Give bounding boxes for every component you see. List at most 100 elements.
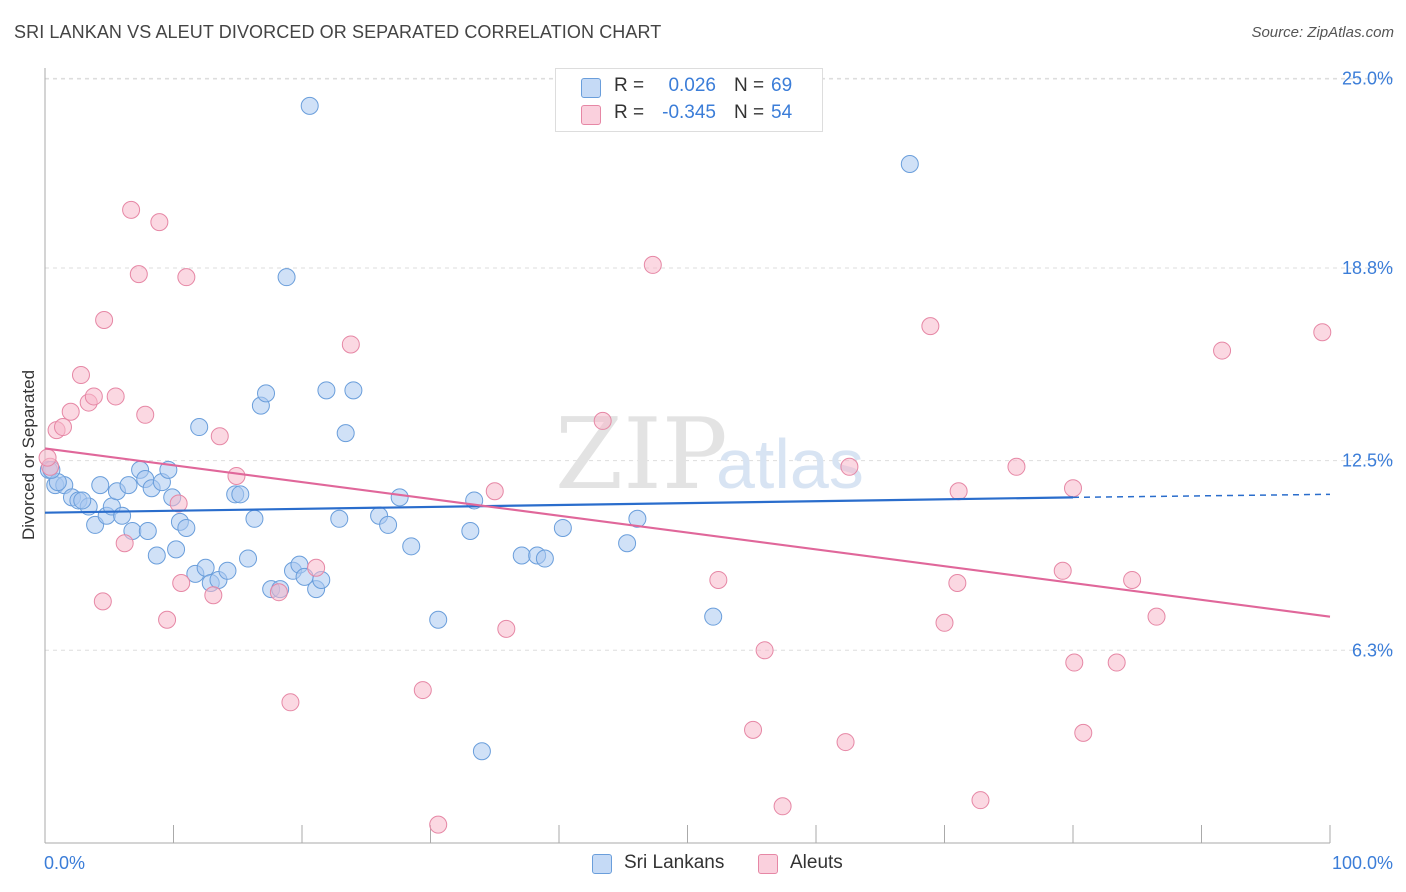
aleut-point	[129, 265, 148, 284]
aleut-point	[1007, 457, 1026, 476]
aleut-point	[158, 610, 177, 629]
aleut-point	[210, 427, 229, 446]
sri-lankan-point	[402, 537, 421, 556]
x-tick-label: 0.0%	[44, 853, 85, 873]
sri-lankan-point	[113, 506, 132, 525]
sri-lankan-point	[628, 509, 647, 528]
aleut-point	[281, 693, 300, 712]
tick-label-layer: 6.3% 12.5% 18.8% 25.0% 0.0% 100.0%	[44, 68, 1393, 873]
aleut-point	[709, 570, 728, 589]
sri-lankan-point	[317, 381, 336, 400]
aleut-point	[755, 641, 774, 660]
sri-lankan-point	[190, 418, 209, 437]
aleut-point	[1053, 561, 1072, 580]
sri-lankan-point	[277, 268, 296, 287]
sri-lankan-point	[147, 546, 166, 565]
aleut-point	[921, 317, 940, 336]
sri-lankan-point	[138, 522, 157, 541]
legend-row-sri-lankans: R = 0.026 N = 69	[556, 75, 822, 99]
aleut-point	[177, 268, 196, 287]
aleut-point	[341, 335, 360, 354]
bottom-legend-swatch-blue	[592, 854, 612, 874]
sri-lankan-point	[177, 518, 196, 537]
sri-lankan-point	[336, 424, 355, 443]
legend-r-label: R =	[614, 102, 645, 123]
legend-row-aleuts: R = -0.345 N = 54	[556, 102, 822, 126]
watermark: ZIP atlas	[555, 398, 864, 512]
watermark-zip: ZIP	[555, 398, 728, 512]
legend-r-label: R =	[614, 75, 645, 96]
aleut-point	[93, 592, 112, 611]
legend-n-label: N =	[734, 102, 765, 123]
chart-source: Source: ZipAtlas.com	[1251, 24, 1394, 41]
aleut-trend-line	[44, 447, 1331, 618]
sri-lankan-point	[618, 534, 637, 553]
sri-lankan-point	[472, 742, 491, 761]
sri-lankan-trend-line	[44, 496, 1074, 514]
aleut-point	[840, 457, 859, 476]
sri-lankan-point	[196, 558, 215, 577]
aleut-point	[106, 387, 125, 406]
y-tick-label: 12.5%	[1342, 451, 1393, 471]
aleut-point	[948, 574, 967, 593]
aleut-point	[269, 583, 288, 602]
trend-layer	[44, 447, 1331, 618]
y-tick-label: 18.8%	[1342, 258, 1393, 278]
chart-title: SRI LANKAN VS ALEUT DIVORCED OR SEPARATE…	[14, 22, 662, 42]
sri-lankan-point	[429, 610, 448, 629]
aleut-point	[485, 482, 504, 501]
y-tick-label: 25.0%	[1342, 68, 1393, 88]
aleut-point	[307, 558, 326, 577]
aleut-point	[84, 387, 103, 406]
aleut-point	[643, 255, 662, 274]
sri-lankan-point	[344, 381, 363, 400]
sri-lankan-point	[900, 154, 919, 173]
aleut-point	[593, 411, 612, 430]
sri-lankan-point	[231, 485, 250, 504]
aleut-point	[1065, 653, 1084, 672]
aleut-point	[53, 418, 72, 437]
sri-lankan-point	[245, 509, 264, 528]
aleut-point	[949, 482, 968, 501]
aleut-point	[227, 466, 246, 485]
sri-lankan-trend-extension	[1072, 493, 1331, 499]
sri-lankan-point	[553, 518, 572, 537]
sri-lankan-point	[119, 476, 138, 495]
sri-lankan-point	[379, 515, 398, 534]
sri-lankan-point	[167, 540, 186, 559]
bottom-legend-label: Sri Lankans	[624, 852, 725, 873]
aleut-point	[836, 733, 855, 752]
points-layer	[38, 96, 1332, 834]
legend-n-label: N =	[734, 75, 765, 96]
sri-lankan-point	[512, 546, 531, 565]
sri-lankan-point	[461, 522, 480, 541]
sri-lankan-point	[257, 384, 276, 403]
sri-lankan-point	[535, 549, 554, 568]
aleut-point	[935, 613, 954, 632]
aleut-point	[1313, 323, 1332, 342]
sri-lankan-point	[704, 607, 723, 626]
sri-lankan-point	[300, 96, 319, 115]
legend-n-value: 69	[771, 75, 793, 96]
y-tick-label: 6.3%	[1352, 640, 1393, 660]
sri-lankan-point	[218, 561, 237, 580]
aleut-point	[61, 402, 80, 421]
legend-r-value: 0.026	[668, 75, 716, 96]
aleut-point	[38, 448, 57, 467]
legend-swatch-blue	[581, 78, 601, 98]
aleut-point	[971, 791, 990, 810]
aleut-point	[136, 405, 155, 424]
x-tick-label: 100.0%	[1332, 853, 1393, 873]
aleut-point	[71, 366, 90, 385]
aleut-point	[204, 586, 223, 605]
sri-lankan-point	[390, 488, 409, 507]
legend-n-value: 54	[771, 102, 793, 123]
correlation-legend: R = 0.026 N = 69 R = -0.345 N = 54	[555, 68, 823, 132]
bottom-legend-swatch-pink	[758, 854, 778, 874]
sri-lankan-point	[91, 476, 110, 495]
aleut-point	[413, 681, 432, 700]
aleut-point	[773, 797, 792, 816]
aleut-point	[497, 619, 516, 638]
legend-swatch-pink	[581, 105, 601, 125]
aleut-point	[1107, 653, 1126, 672]
